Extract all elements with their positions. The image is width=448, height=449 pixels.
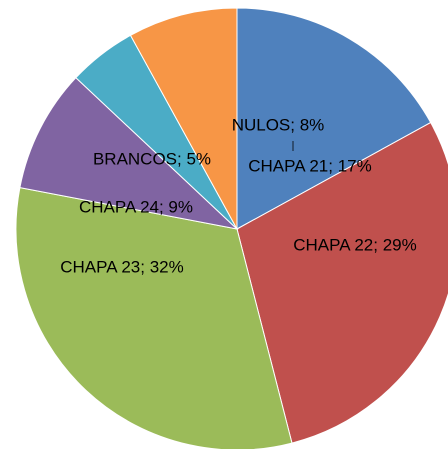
- data-label: CHAPA 21; 17%: [248, 156, 371, 175]
- data-label: CHAPA 24; 9%: [79, 197, 193, 216]
- data-label: CHAPA 22; 29%: [293, 235, 416, 254]
- pie-slice: [129, 7, 238, 230]
- data-label: CHAPA 23; 32%: [60, 257, 183, 276]
- data-label: BRANCOS; 5%: [93, 149, 211, 168]
- pie-slice: [236, 7, 432, 230]
- pie-slice: [236, 121, 448, 444]
- data-label: NULOS; 8%: [232, 115, 325, 134]
- pie-slice: [15, 187, 293, 449]
- pie-slice: [19, 77, 239, 230]
